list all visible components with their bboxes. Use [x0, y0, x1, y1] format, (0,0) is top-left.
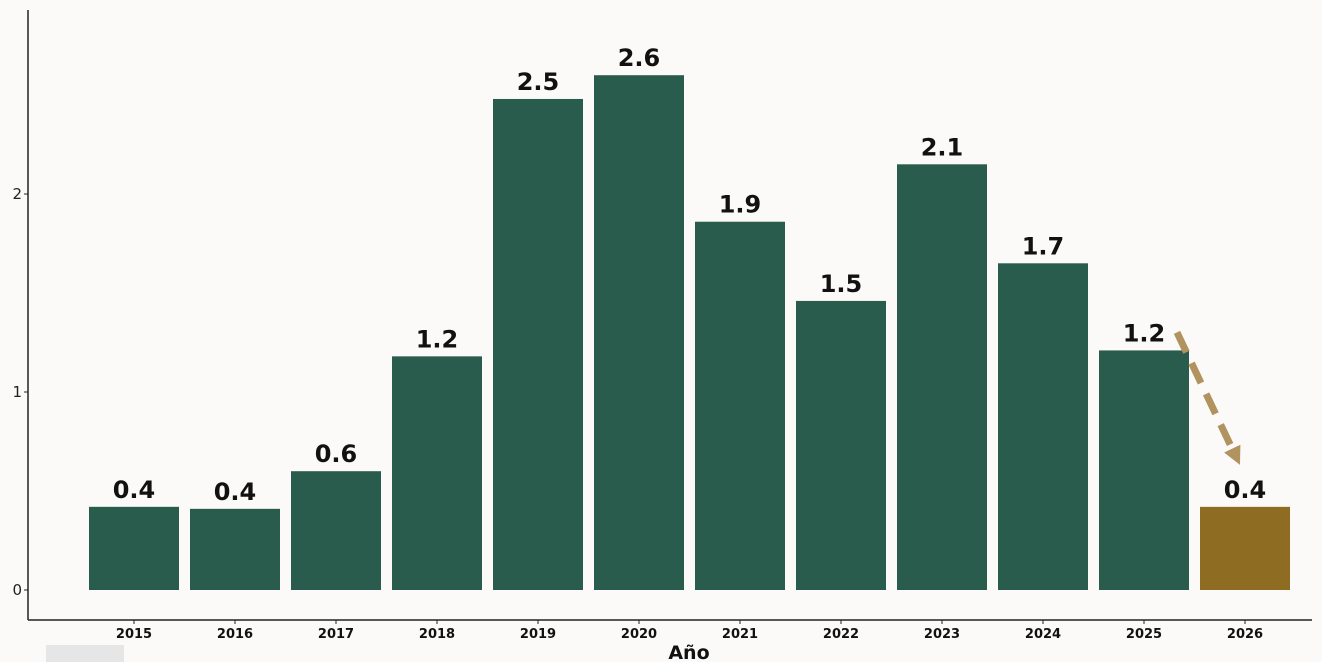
bar-2024	[998, 263, 1088, 590]
bar-2017	[291, 471, 381, 590]
bar-2026	[1200, 506, 1290, 590]
data-label-2016: 0.4	[214, 478, 257, 506]
bar-2019	[493, 98, 583, 591]
data-label-2019: 2.5	[517, 68, 560, 96]
annotation-group	[1173, 330, 1241, 465]
data-label-2017: 0.6	[315, 440, 358, 468]
data-label-2025: 1.2	[1123, 319, 1166, 347]
trend-arrow-head	[1224, 444, 1241, 465]
x-tick-label-2020: 2020	[621, 627, 657, 642]
data-label-2026: 0.4	[1224, 476, 1267, 504]
data-label-2021: 1.9	[719, 191, 762, 219]
y-tick-label-2: 2	[12, 185, 22, 203]
bar-2018	[392, 356, 482, 590]
corner-placeholder	[46, 645, 124, 662]
bars-group	[89, 75, 1290, 591]
y-tick-label-0: 0	[12, 581, 22, 599]
bar-2022	[796, 300, 886, 590]
x-tick-label-2023: 2023	[924, 627, 960, 642]
x-tick-label-2015: 2015	[116, 627, 152, 642]
data-label-2018: 1.2	[416, 325, 459, 353]
axes-group: 2015 2016 2017 2018 2019 2020 2021 2022 2023 2024…	[12, 10, 1312, 642]
data-label-2022: 1.5	[820, 270, 863, 298]
x-tick-label-2024: 2024	[1025, 627, 1061, 642]
bar-2016	[190, 508, 280, 590]
bar-2020	[594, 75, 684, 590]
data-label-2023: 2.1	[921, 133, 964, 161]
x-tick-label-2019: 2019	[520, 627, 556, 642]
x-tick-label-2026: 2026	[1227, 627, 1263, 642]
bar-2015	[89, 506, 179, 590]
data-label-2020: 2.6	[618, 44, 661, 72]
bar-2023	[897, 164, 987, 591]
x-tick-label-2025: 2025	[1126, 627, 1162, 642]
x-tick-label-2016: 2016	[217, 627, 253, 642]
x-tick-label-2017: 2017	[318, 627, 354, 642]
x-tick-label-2021: 2021	[722, 627, 758, 642]
bar-2021	[695, 221, 785, 590]
trend-arrow-line	[1173, 330, 1240, 459]
data-labels-group: 0.4 0.4 0.6 1.2 2.5 2.6 1.9 1.5 2.1 1.7 1.2 0.4	[113, 44, 1267, 506]
x-axis-title: Año	[668, 642, 709, 662]
data-label-2015: 0.4	[113, 476, 156, 504]
x-tick-label-2018: 2018	[419, 627, 455, 642]
x-tick-label-2022: 2022	[823, 627, 859, 642]
y-tick-label-1: 1	[12, 383, 22, 401]
data-label-2024: 1.7	[1022, 232, 1065, 260]
bar-2025	[1099, 350, 1189, 590]
